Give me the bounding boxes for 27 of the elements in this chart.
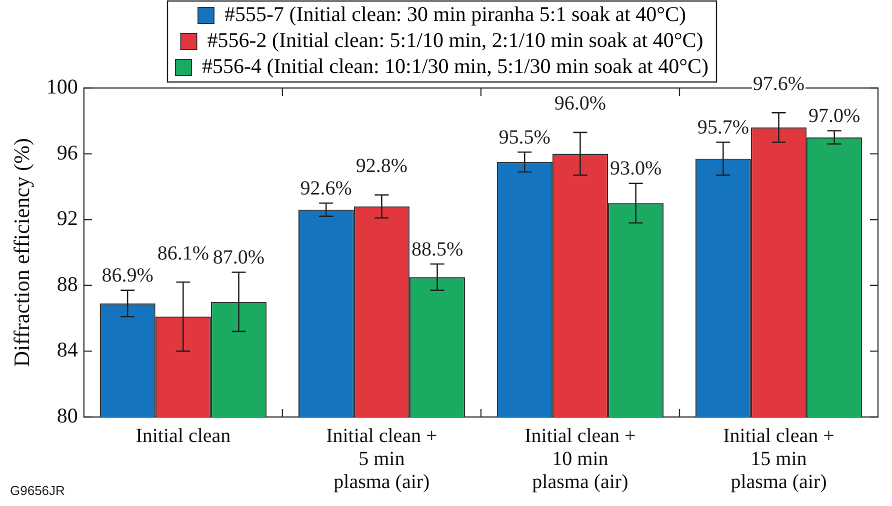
data-label: 96.0% xyxy=(554,92,606,115)
data-label: 95.5% xyxy=(498,126,550,148)
legend-label: #556-2 (Initial clean: 5:1/10 min, 2:1/10 min soak at 40°C) xyxy=(207,28,704,52)
data-label: 88.5% xyxy=(411,238,464,260)
x-tick-label: Initial clean xyxy=(136,424,231,447)
x-tick-label: Initial clean + 15 min plasma (air) xyxy=(723,424,834,493)
text: G9656JR xyxy=(10,483,65,498)
y-axis-title: Diffraction efficiency (%) xyxy=(8,138,34,367)
y-tick-label: 92 xyxy=(56,206,78,230)
data-label: 92.6% xyxy=(300,177,352,200)
data-label: 95.7% xyxy=(697,116,749,139)
data-label: 86.1% xyxy=(157,242,209,264)
y-tick-label: 84 xyxy=(56,338,78,362)
x-tick-label: Initial clean + 10 min plasma (air) xyxy=(524,424,636,493)
data-label: 86.9% xyxy=(102,264,154,287)
x-tick-label: Initial clean + 5 min plasma (air) xyxy=(326,424,438,493)
y-tick-label: 80 xyxy=(56,404,78,428)
y-tick-label: 96 xyxy=(56,140,78,164)
y-tick-label: 100 xyxy=(46,74,78,99)
y-tick-label: 88 xyxy=(56,272,78,296)
data-label: 92.8% xyxy=(356,155,408,178)
data-label: 97.6% xyxy=(752,72,805,95)
legend-label: #555-7 (Initial clean: 30 min piranha 5:1 soak at 40°C) xyxy=(224,2,686,26)
legend-label: #556-4 (Initial clean: 10:1/30 min, 5:1/30 min soak at 40°C) xyxy=(202,54,709,78)
data-label: 97.0% xyxy=(808,105,860,128)
data-label: 87.0% xyxy=(212,246,265,268)
data-label: 93.0% xyxy=(610,158,662,180)
